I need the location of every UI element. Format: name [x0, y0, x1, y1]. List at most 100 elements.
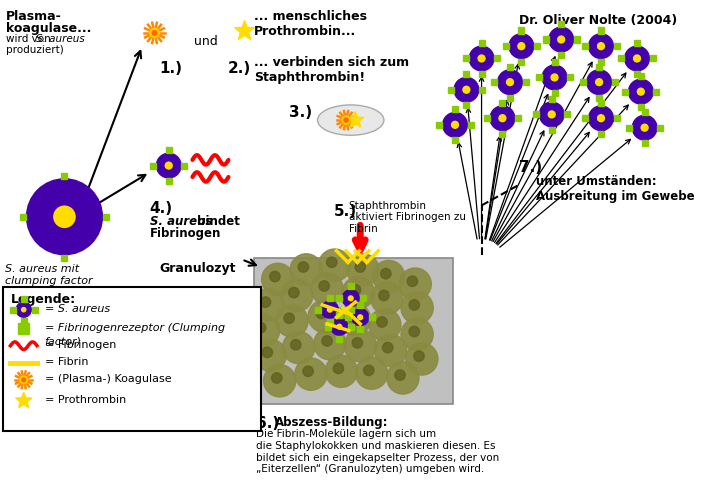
Circle shape [284, 313, 294, 324]
Circle shape [16, 302, 31, 317]
FancyBboxPatch shape [254, 258, 453, 405]
Text: 7.): 7.) [519, 160, 543, 175]
Circle shape [625, 46, 649, 71]
Text: = (Plasma-) Koagulase: = (Plasma-) Koagulase [45, 374, 171, 384]
Circle shape [314, 328, 346, 360]
Circle shape [156, 153, 181, 178]
Circle shape [346, 311, 357, 322]
Polygon shape [347, 111, 364, 127]
Circle shape [337, 324, 342, 329]
Text: 5.): 5.) [333, 204, 357, 218]
Circle shape [294, 358, 327, 390]
Circle shape [409, 326, 420, 336]
Circle shape [469, 46, 494, 71]
Circle shape [351, 309, 369, 326]
Text: ... verbinden sich zum
Staphthrombin!: ... verbinden sich zum Staphthrombin! [254, 56, 409, 84]
Circle shape [342, 116, 350, 124]
Circle shape [252, 289, 284, 321]
Circle shape [260, 297, 271, 307]
Text: factor): factor) [45, 336, 81, 346]
Circle shape [347, 254, 379, 286]
Text: clumping factor: clumping factor [5, 276, 92, 286]
Circle shape [54, 206, 75, 228]
Circle shape [641, 124, 648, 131]
Text: Plasma-: Plasma- [6, 10, 61, 23]
Circle shape [549, 27, 574, 52]
Circle shape [248, 314, 279, 347]
Circle shape [350, 285, 361, 295]
Circle shape [551, 74, 558, 81]
Circle shape [598, 115, 605, 121]
Text: Legende:: Legende: [10, 293, 76, 306]
Circle shape [344, 330, 377, 362]
Circle shape [348, 296, 353, 300]
Circle shape [509, 34, 534, 59]
Text: 2.): 2.) [228, 61, 251, 76]
Text: 6.): 6.) [256, 416, 279, 431]
Circle shape [490, 106, 515, 131]
Text: 4.): 4.) [150, 201, 173, 216]
Circle shape [401, 292, 433, 324]
Circle shape [327, 257, 337, 267]
Circle shape [303, 366, 313, 376]
Circle shape [330, 318, 348, 335]
Circle shape [399, 268, 431, 300]
Circle shape [276, 305, 308, 337]
Circle shape [328, 307, 332, 312]
Text: „Eiterzellen“ (Granulozyten) umgeben wird.: „Eiterzellen“ (Granulozyten) umgeben wir… [256, 464, 484, 474]
Circle shape [298, 262, 309, 272]
Text: S. aureus: S. aureus [150, 215, 212, 228]
Circle shape [271, 372, 282, 383]
Text: Fibrinogen: Fibrinogen [150, 227, 221, 240]
Circle shape [342, 290, 359, 307]
Circle shape [319, 281, 330, 291]
Text: 3.): 3.) [289, 105, 312, 120]
Circle shape [352, 337, 363, 348]
Circle shape [518, 43, 525, 49]
Circle shape [325, 355, 357, 387]
Polygon shape [235, 21, 254, 39]
Text: Granulozyt: Granulozyt [159, 262, 235, 276]
Text: = Fibrinogen: = Fibrinogen [45, 340, 116, 350]
Circle shape [548, 111, 555, 118]
Circle shape [264, 365, 296, 397]
Circle shape [369, 309, 401, 341]
Circle shape [20, 376, 27, 384]
Text: wird von: wird von [6, 34, 54, 44]
Circle shape [374, 335, 407, 367]
Circle shape [382, 342, 393, 353]
Circle shape [414, 351, 424, 361]
Circle shape [308, 300, 341, 333]
Text: Die Fibrin-Moleküle lagern sich um: Die Fibrin-Moleküle lagern sich um [256, 429, 436, 439]
Circle shape [463, 86, 470, 93]
Circle shape [379, 290, 389, 300]
Text: koagulase...: koagulase... [6, 22, 91, 35]
Circle shape [598, 43, 605, 49]
Circle shape [395, 370, 405, 380]
Text: = S. aureus: = S. aureus [45, 304, 109, 314]
Circle shape [637, 88, 644, 95]
Circle shape [539, 102, 564, 127]
Text: = Fibrinogenrezeptor (Clumping: = Fibrinogenrezeptor (Clumping [45, 323, 225, 333]
Circle shape [311, 273, 343, 305]
Circle shape [542, 65, 567, 90]
Circle shape [451, 121, 459, 128]
Circle shape [406, 343, 438, 375]
Circle shape [377, 317, 387, 327]
Circle shape [356, 357, 387, 389]
Circle shape [372, 260, 405, 293]
Text: Abszess-Bildung:: Abszess-Bildung: [275, 416, 388, 429]
Circle shape [152, 31, 157, 35]
Circle shape [629, 79, 653, 104]
Circle shape [558, 36, 564, 43]
Circle shape [261, 263, 294, 296]
Circle shape [289, 288, 299, 298]
FancyBboxPatch shape [3, 287, 261, 431]
Circle shape [256, 323, 266, 333]
Circle shape [443, 112, 467, 137]
Text: = Prothrombin: = Prothrombin [45, 395, 126, 405]
Circle shape [322, 336, 332, 346]
Circle shape [338, 303, 371, 335]
Text: Dr. Oliver Nolte (2004): Dr. Oliver Nolte (2004) [518, 14, 677, 27]
Circle shape [589, 106, 613, 131]
